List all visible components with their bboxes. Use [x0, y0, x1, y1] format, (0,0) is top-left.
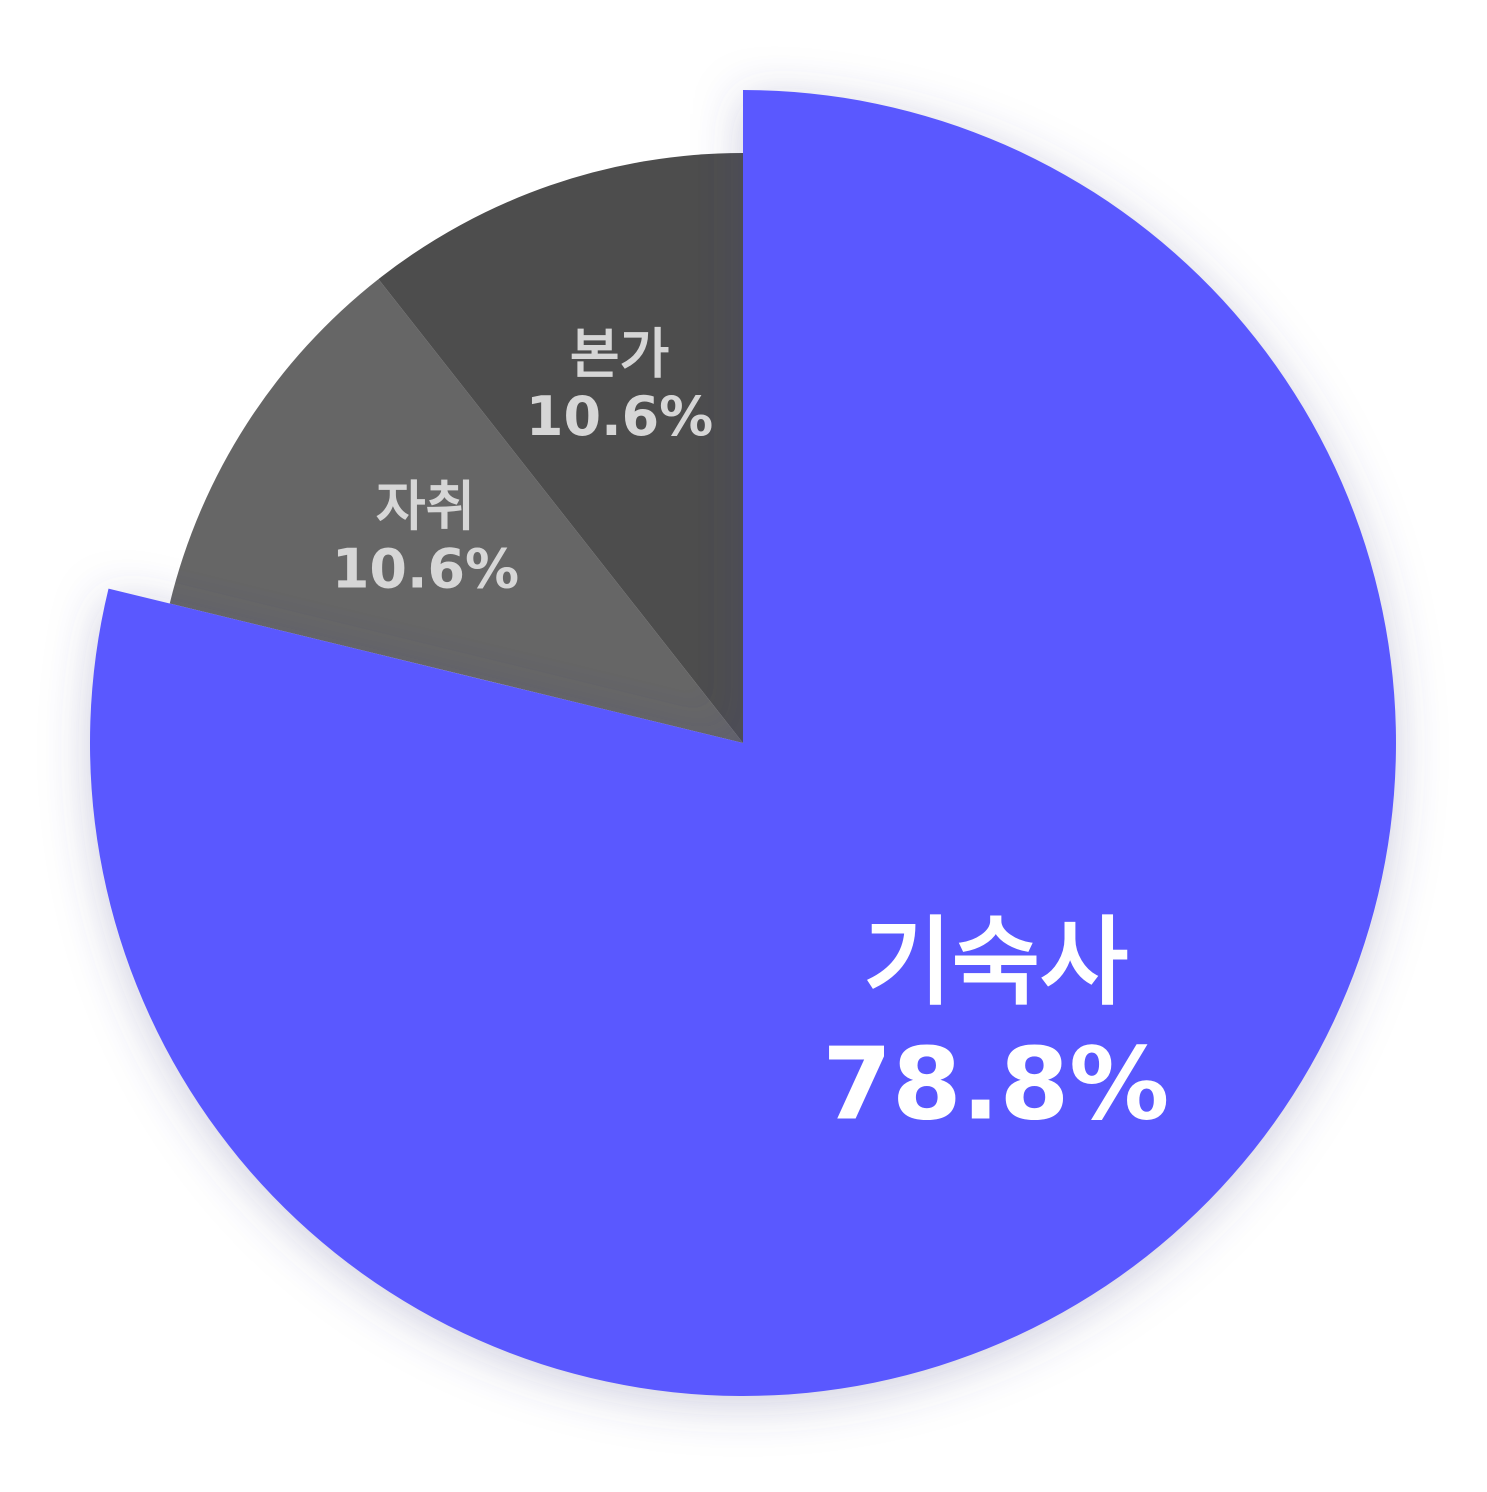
slice-value-1: 78.8%	[822, 1026, 1169, 1143]
slice-value-3: 10.6%	[526, 385, 713, 448]
slice-value-2: 10.6%	[332, 537, 519, 600]
slice-label-2: 자취	[376, 475, 475, 538]
slice-label-1: 기숙사	[863, 907, 1128, 1019]
pie-slice-3	[378, 153, 743, 743]
pie-slice-2	[169, 279, 744, 743]
slice-label-3: 본가	[570, 323, 669, 386]
pie-slices	[89, 90, 1396, 1397]
pie-slice-1	[89, 90, 1396, 1397]
